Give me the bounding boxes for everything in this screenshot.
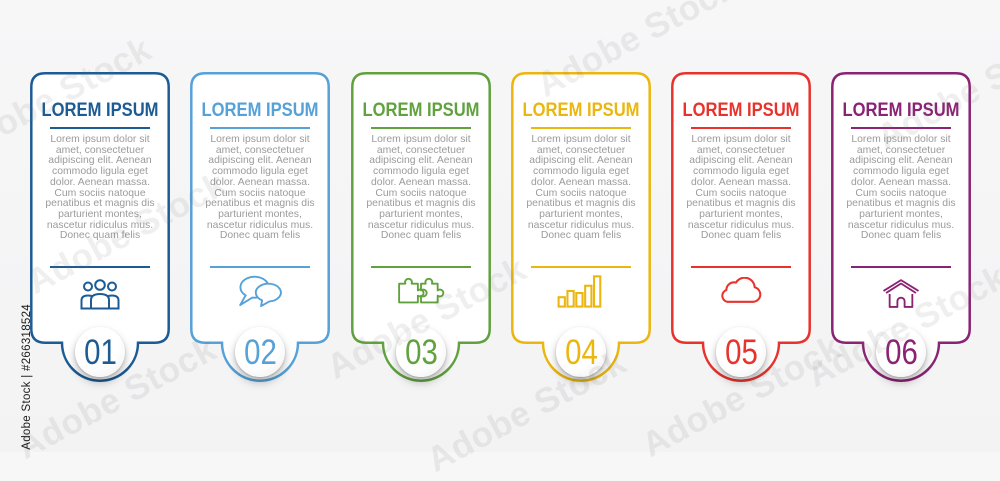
step-number-badge: 05	[716, 327, 766, 377]
card-outline	[30, 72, 170, 382]
card-title: LOREM IPSUM	[362, 99, 480, 121]
card-outline	[831, 72, 971, 382]
step-number-badge: 06	[876, 327, 926, 377]
step-card-3: LOREM IPSUM Lorem ipsum dolor sit amet, …	[351, 72, 491, 384]
bar-chart-icon	[511, 271, 651, 313]
card-body-text: Lorem ipsum dolor sit amet, consectetuer…	[526, 134, 636, 242]
title-underline	[851, 127, 951, 130]
step-number: 04	[564, 332, 598, 372]
card-body-text: Lorem ipsum dolor sit amet, consectetuer…	[45, 134, 155, 242]
card-outline	[511, 72, 651, 382]
step-card-1: LOREM IPSUM Lorem ipsum dolor sit amet, …	[30, 72, 170, 384]
step-card-6: LOREM IPSUM Lorem ipsum dolor sit amet, …	[831, 72, 971, 384]
card-body-text: Lorem ipsum dolor sit amet, consectetuer…	[686, 134, 796, 242]
title-underline	[531, 127, 631, 130]
icon-divider	[531, 266, 631, 268]
step-card-2: LOREM IPSUM Lorem ipsum dolor sit amet, …	[190, 72, 330, 384]
title-underline	[50, 127, 150, 130]
step-number: 03	[404, 332, 438, 372]
step-number-badge: 04	[556, 327, 606, 377]
card-title: LOREM IPSUM	[41, 99, 159, 121]
step-number-badge: 01	[75, 327, 125, 377]
card-title: LOREM IPSUM	[682, 99, 800, 121]
team-icon	[30, 271, 170, 313]
infographic-stage: LOREM IPSUM Lorem ipsum dolor sit amet, …	[30, 72, 971, 384]
icon-divider	[851, 266, 951, 268]
step-card-5: LOREM IPSUM Lorem ipsum dolor sit amet, …	[671, 72, 811, 384]
card-title: LOREM IPSUM	[201, 99, 319, 121]
card-title: LOREM IPSUM	[522, 99, 640, 121]
icon-divider	[691, 266, 791, 268]
card-title: LOREM IPSUM	[842, 99, 960, 121]
card-outline	[671, 72, 811, 382]
title-underline	[691, 127, 791, 130]
step-card-4: LOREM IPSUM Lorem ipsum dolor sit amet, …	[511, 72, 651, 384]
step-number: 05	[724, 332, 758, 372]
card-body-text: Lorem ipsum dolor sit amet, consectetuer…	[366, 134, 476, 242]
title-underline	[210, 127, 310, 130]
step-number-badge: 02	[235, 327, 285, 377]
step-number-badge: 03	[396, 327, 446, 377]
home-icon	[831, 271, 971, 313]
icon-divider	[210, 266, 310, 268]
card-body-text: Lorem ipsum dolor sit amet, consectetuer…	[205, 134, 315, 242]
icon-divider	[50, 266, 150, 268]
speech-bubbles-icon	[190, 271, 330, 313]
step-number: 01	[83, 332, 117, 372]
puzzle-icon	[351, 271, 491, 313]
title-underline	[371, 127, 471, 130]
card-body-text: Lorem ipsum dolor sit amet, consectetuer…	[846, 134, 956, 242]
card-outline	[190, 72, 330, 382]
cloud-icon	[671, 271, 811, 313]
icon-divider	[371, 266, 471, 268]
card-outline	[351, 72, 491, 382]
stock-credit-text: Adobe Stock | #266318524	[21, 304, 33, 450]
step-number: 06	[884, 332, 918, 372]
step-number: 02	[243, 332, 277, 372]
